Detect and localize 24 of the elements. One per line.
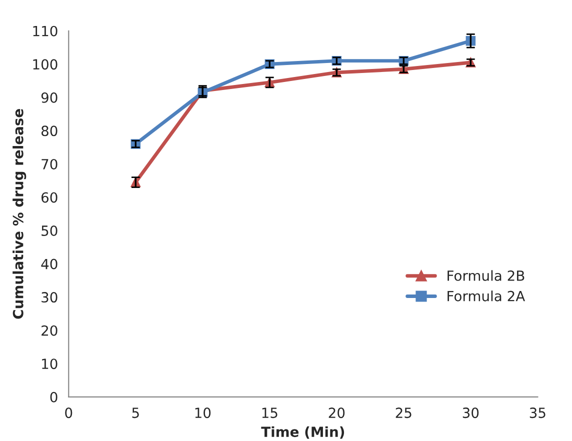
- y-tick-label: 30: [42, 292, 58, 303]
- y-tick-label: 110: [33, 26, 58, 36]
- legend-label: Formula 2A: [448, 290, 526, 302]
- x-tick-label: 35: [530, 408, 546, 418]
- legend-label: Formula 2B: [448, 270, 524, 281]
- x-tick-label: 25: [396, 408, 412, 418]
- x-tick-label: 5: [132, 408, 139, 418]
- x-tick-label: 15: [262, 408, 278, 418]
- y-tick-label: 20: [42, 325, 58, 336]
- x-tick-label: 20: [328, 408, 345, 418]
- y-tick-label: 80: [41, 126, 58, 136]
- y-tick-label: 90: [41, 92, 58, 103]
- y-tick-label: 0: [50, 392, 58, 402]
- x-tick-label: 0: [65, 408, 72, 418]
- y-tick-label: 60: [42, 192, 58, 203]
- y-tick-label: 100: [33, 59, 58, 70]
- y-tick-label: 40: [41, 258, 58, 270]
- x-axis-title: Time (Min): [261, 426, 344, 439]
- x-tick-label: 30: [462, 408, 479, 418]
- y-tick-label: 70: [42, 158, 58, 170]
- y-axis-title: Cumulative % drug release: [12, 109, 26, 319]
- y-tick-label: 50: [42, 225, 58, 236]
- x-tick-label: 10: [195, 408, 211, 418]
- y-tick-label: 10: [42, 358, 58, 370]
